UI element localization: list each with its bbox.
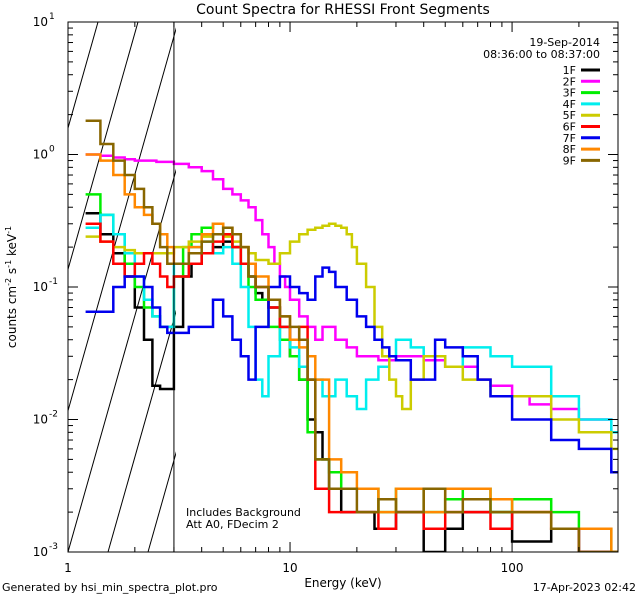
series-9F xyxy=(85,119,618,552)
annotation-background: Includes Background xyxy=(186,506,301,519)
hatch-line xyxy=(68,22,99,130)
legend-label-9F: 9F xyxy=(563,154,576,167)
y-tick-label: 10 xyxy=(33,545,48,559)
hatch-line xyxy=(468,22,618,552)
x-tick-label: 10 xyxy=(282,561,297,575)
y-tick-exponent: -2 xyxy=(49,410,58,420)
legend-label-2F: 2F xyxy=(563,75,576,88)
series-5F xyxy=(85,222,618,451)
y-tick-label: 10 xyxy=(33,15,48,29)
y-tick-label: 10 xyxy=(33,148,48,162)
y-tick-label: 10 xyxy=(33,280,48,294)
x-axis-label: Energy (keV) xyxy=(304,576,381,590)
series-1F xyxy=(85,212,618,552)
y-tick-exponent: -1 xyxy=(49,277,58,287)
hatched-region xyxy=(68,22,640,552)
legend-label-4F: 4F xyxy=(563,98,576,111)
axis-ticks xyxy=(67,21,619,553)
legend-label-1F: 1F xyxy=(563,64,576,77)
x-tick-label: 1 xyxy=(64,561,72,575)
legend-label-7F: 7F xyxy=(563,132,576,145)
hatch-line xyxy=(68,27,176,413)
hatch-line xyxy=(68,22,139,272)
series-layer xyxy=(85,119,618,552)
hatch-line xyxy=(107,309,176,552)
legend-label-8F: 8F xyxy=(563,143,576,156)
date-label: 19-Sep-2014 xyxy=(529,36,600,49)
y-tick-exponent: -3 xyxy=(49,542,58,552)
hatch-line xyxy=(388,22,538,552)
series-8F xyxy=(85,153,618,552)
legend-label-5F: 5F xyxy=(563,109,576,122)
legend-label-6F: 6F xyxy=(563,121,576,134)
chart-title: Count Spectra for RHESSI Front Segments xyxy=(196,2,490,18)
generated-by-label: Generated by hsi_min_spectra_plot.pro xyxy=(2,581,218,594)
y-axis-label: counts cm-2 s-1 keV-1 xyxy=(4,226,19,348)
series-7F xyxy=(85,266,618,474)
time-range-label: 08:36:00 to 08:37:00 xyxy=(483,48,600,61)
timestamp-label: 17-Apr-2023 02:42 xyxy=(532,581,636,594)
series-2F xyxy=(85,153,618,434)
y-axis-label-text: counts cm-2 s-1 keV-1 xyxy=(4,226,19,348)
annotation-attenuator: Att A0, FDecim 2 xyxy=(186,518,279,531)
y-tick-label: 10 xyxy=(33,413,48,427)
legend-label-3F: 3F xyxy=(563,87,576,100)
hatch-line xyxy=(628,22,640,552)
y-tick-exponent: 1 xyxy=(49,12,55,22)
hatch-line xyxy=(428,22,578,552)
x-tick-label: 100 xyxy=(501,561,524,575)
y-tick-exponent: 0 xyxy=(49,145,55,155)
hatch-line xyxy=(147,451,176,552)
